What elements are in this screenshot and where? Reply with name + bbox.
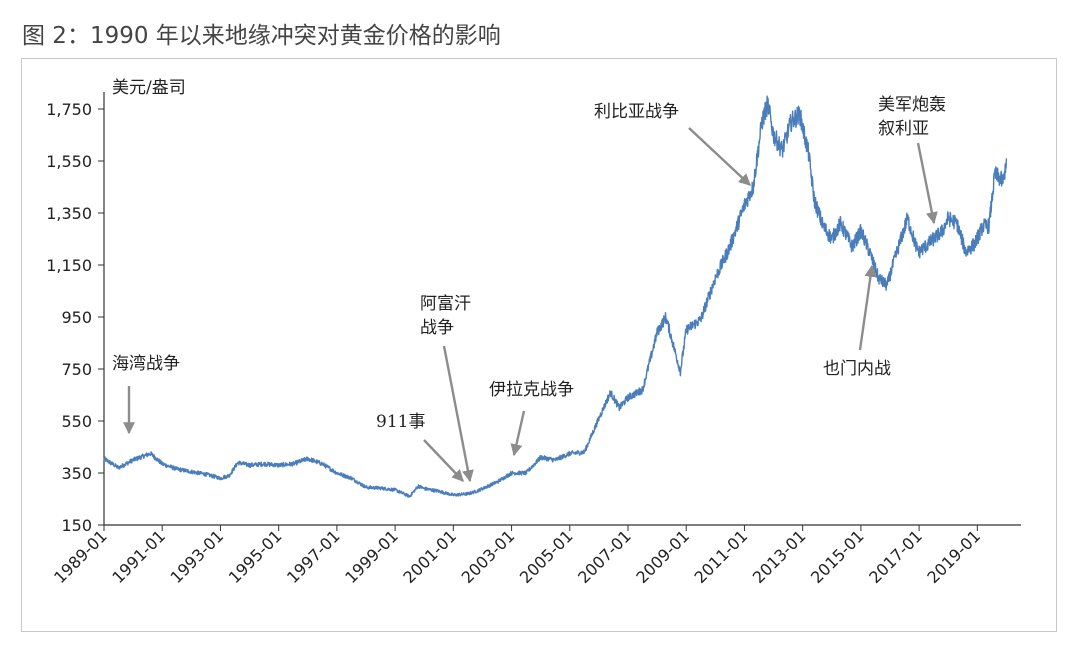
y-tick-label: 150	[61, 516, 92, 535]
x-tick-label: 1991-01	[108, 526, 169, 587]
x-tick-label: 2005-01	[516, 526, 577, 587]
x-tick-label: 2007-01	[574, 526, 635, 587]
x-tick-label: 2015-01	[807, 526, 868, 587]
y-tick-label: 1,550	[46, 152, 92, 171]
annotation-libya-war: 利比亚战争	[594, 102, 751, 186]
annotation-arrow	[510, 410, 526, 457]
y-tick-label: 550	[61, 412, 92, 431]
annotation-text: 阿富汗	[420, 294, 471, 314]
annotation-text: 利比亚战争	[594, 102, 679, 122]
annotation-arrow	[423, 439, 464, 482]
axes: 美元/盎司	[103, 78, 1021, 526]
x-tick-label: 1999-01	[341, 526, 402, 587]
x-tick-label: 1997-01	[283, 526, 344, 587]
x-tick-label: 2019-01	[923, 526, 984, 587]
x-tick-label: 2017-01	[865, 526, 926, 587]
y-tick-label: 750	[61, 360, 92, 379]
annotation-gulf-war: 海湾战争	[112, 354, 180, 435]
x-tick-label: 2001-01	[399, 526, 460, 587]
chart-frame	[21, 58, 1057, 632]
annotation-911: 911事	[376, 412, 464, 482]
annotation-yemen-war: 也门内战	[823, 264, 891, 379]
y-tick-label: 1,150	[46, 256, 92, 275]
y-tick-label: 950	[61, 308, 92, 327]
x-tick-label: 2003-01	[458, 526, 519, 587]
annotation-text: 911事	[376, 412, 425, 432]
series-line	[103, 95, 1008, 498]
annotation-arrow	[858, 264, 877, 351]
annotation-arrow	[916, 142, 938, 225]
annotation-iraq-war: 伊拉克战争	[489, 380, 574, 457]
annotation-arrow	[688, 127, 751, 186]
annotation-text: 叙利亚	[878, 119, 929, 139]
annotation-text: 也门内战	[823, 359, 891, 379]
annotation-arrow	[442, 345, 474, 483]
x-tick-label: 2009-01	[632, 526, 693, 587]
y-tick-label: 1,750	[46, 100, 92, 119]
x-tick-label: 1989-01	[50, 526, 111, 587]
x-tick-label: 2013-01	[749, 526, 810, 587]
annotation-text: 美军炮轰	[878, 95, 946, 115]
annotation-text: 海湾战争	[112, 354, 180, 374]
series-layer	[103, 95, 1008, 498]
y-tick-label: 350	[61, 464, 92, 483]
ticks: 1,750 1,550 1,350 1,150 950 750 550 350 1501989-…	[46, 100, 984, 587]
annotation-text: 战争	[420, 318, 454, 338]
y-tick-label: 1,350	[46, 204, 92, 223]
x-tick-label: 1993-01	[167, 526, 228, 587]
figure-title: 图 2：1990 年以来地缘冲突对黄金价格的影响	[22, 23, 501, 49]
y-axis-label: 美元/盎司	[112, 78, 186, 98]
x-tick-label: 2011-01	[691, 526, 752, 587]
x-tick-label: 1995-01	[225, 526, 286, 587]
annotation-text: 伊拉克战争	[489, 380, 574, 400]
